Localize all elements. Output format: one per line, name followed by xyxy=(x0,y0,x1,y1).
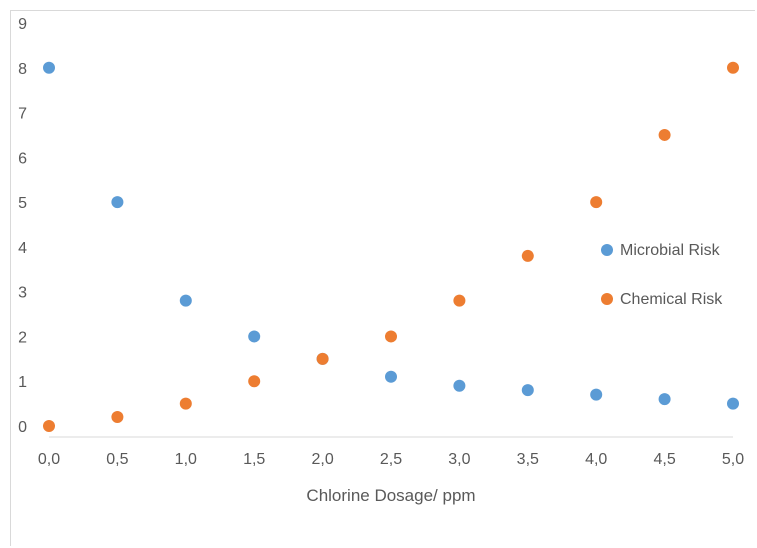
data-point xyxy=(521,249,534,262)
x-tick-label: 0,5 xyxy=(106,451,128,468)
y-tick-label: 9 xyxy=(18,16,27,33)
legend: Microbial Risk Chemical Risk xyxy=(601,242,723,308)
legend-marker xyxy=(601,293,613,305)
x-tick-label: 1,5 xyxy=(243,451,265,468)
x-tick-label: 5,0 xyxy=(722,451,744,468)
x-tick-label: 3,0 xyxy=(448,451,470,468)
data-point xyxy=(111,196,124,209)
series-chemical-risk xyxy=(43,61,739,432)
legend-marker xyxy=(601,244,613,256)
y-tick-label: 6 xyxy=(18,150,27,167)
data-point xyxy=(727,397,739,410)
x-tick-label: 3,5 xyxy=(517,451,539,468)
y-tick-label: 1 xyxy=(18,374,27,391)
data-point xyxy=(658,393,671,406)
x-tick-label: 2,0 xyxy=(311,451,333,468)
data-point xyxy=(727,61,739,74)
legend-label: Microbial Risk xyxy=(620,242,721,259)
x-axis-title: Chlorine Dosage/ ppm xyxy=(306,486,475,505)
data-point xyxy=(385,370,397,383)
y-tick-label: 5 xyxy=(18,195,27,212)
data-point xyxy=(521,384,534,397)
data-point xyxy=(43,420,55,432)
x-tick-label: 1,0 xyxy=(175,451,197,468)
y-tick-label: 7 xyxy=(18,106,27,123)
y-tick-label: 8 xyxy=(18,61,27,78)
y-tick-label: 0 xyxy=(18,419,27,436)
data-point xyxy=(385,330,397,343)
data-point xyxy=(248,375,261,388)
x-tick-label: 0,0 xyxy=(38,451,60,468)
y-tick-label: 2 xyxy=(18,329,27,346)
data-point xyxy=(590,388,603,401)
legend-item: Chemical Risk xyxy=(601,291,723,308)
legend-item: Microbial Risk xyxy=(601,242,721,259)
chart-frame xyxy=(10,10,755,546)
data-point xyxy=(179,294,192,307)
series-microbial-risk xyxy=(43,61,739,410)
x-tick-label: 4,0 xyxy=(585,451,607,468)
data-point xyxy=(453,379,466,392)
x-tick-label: 2,5 xyxy=(380,451,402,468)
data-point xyxy=(453,294,466,307)
y-tick-label: 4 xyxy=(18,240,27,257)
data-point xyxy=(658,128,671,141)
series-layer xyxy=(43,61,739,432)
data-point xyxy=(590,196,603,209)
y-axis-ticks: 0 1 2 3 4 5 6 7 8 9 xyxy=(18,16,27,436)
legend-label: Chemical Risk xyxy=(620,291,723,308)
data-point xyxy=(43,61,55,74)
data-point xyxy=(179,397,192,410)
x-axis-ticks: 0,0 0,5 1,0 1,5 2,0 2,5 3,0 3,5 4,0 4,5 5,0 xyxy=(38,451,744,468)
data-point xyxy=(111,411,124,424)
data-point xyxy=(248,330,261,343)
x-tick-label: 4,5 xyxy=(653,451,675,468)
data-point xyxy=(316,352,329,365)
y-tick-label: 3 xyxy=(18,285,27,302)
